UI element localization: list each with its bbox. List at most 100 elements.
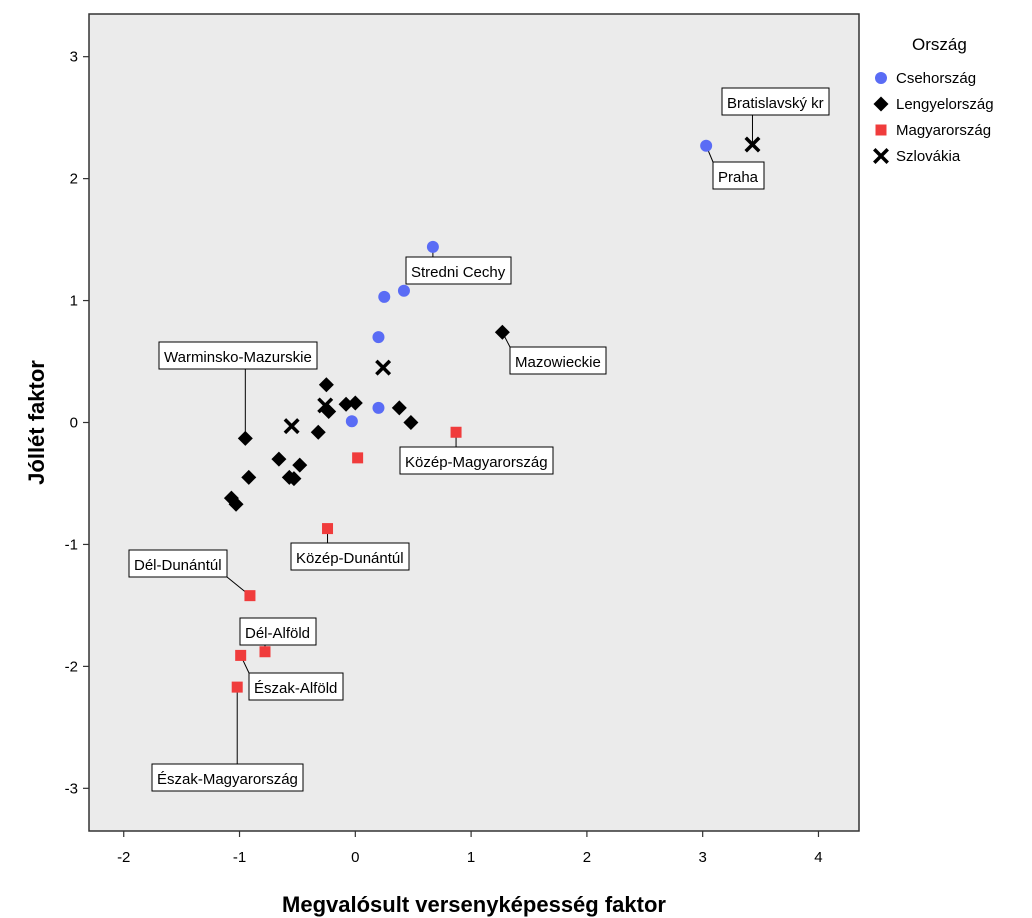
point-label-box xyxy=(399,446,554,475)
legend-label: Csehország xyxy=(896,70,976,87)
data-point xyxy=(372,401,385,414)
point-label-text: Közép-Dunántúl xyxy=(296,550,404,567)
point-label-text: Warminsko-Mazurskie xyxy=(164,349,312,366)
data-point xyxy=(244,590,256,602)
y-tick-label: -2 xyxy=(65,658,78,675)
legend-entry: Szlovákia xyxy=(873,148,961,165)
point-label: Warminsko-Mazurskie xyxy=(158,341,318,439)
x-tick-label: 2 xyxy=(583,849,591,866)
point-label: Közép-Magyarország xyxy=(399,432,554,475)
x-tick-label: 1 xyxy=(467,849,475,866)
data-point xyxy=(271,451,287,467)
legend-marker xyxy=(873,148,889,164)
series-magyarország xyxy=(231,426,462,693)
x-axis-title: Megvalósult versenyképesség faktor xyxy=(282,892,666,917)
data-point xyxy=(391,400,407,416)
series-szlovákia xyxy=(283,136,761,435)
x-tick-label: 0 xyxy=(351,849,359,866)
data-point xyxy=(744,136,761,153)
point-label-box xyxy=(712,161,765,190)
data-point xyxy=(231,681,243,693)
data-point xyxy=(259,646,271,658)
plot-area xyxy=(88,13,860,832)
x-tick-label: -2 xyxy=(117,849,130,866)
annotations: Bratislavský kr Praha Stredni Cechy Mazowie… xyxy=(128,87,830,792)
data-point xyxy=(241,469,257,485)
data-point xyxy=(322,523,334,535)
data-point xyxy=(338,396,354,412)
data-point xyxy=(352,452,364,464)
point-label-text: Mazowieckie xyxy=(515,354,601,371)
point-label-box xyxy=(151,763,304,792)
point-label: Dél-Alföld xyxy=(239,617,317,652)
y-tick-label: 0 xyxy=(70,415,78,432)
point-label-text: Bratislavský kr xyxy=(727,95,824,112)
point-label: Dél-Dunántúl xyxy=(128,549,251,597)
legend-title: Ország xyxy=(912,35,967,54)
data-point xyxy=(318,377,334,393)
y-axis-title: Jóllét faktor xyxy=(24,360,49,485)
y-tick-label: -1 xyxy=(65,536,78,553)
legend-marker xyxy=(875,124,887,136)
point-label-text: Dél-Dunántúl xyxy=(134,557,222,574)
data-point xyxy=(450,426,462,438)
data-point xyxy=(228,496,244,512)
x-tick-label: 4 xyxy=(814,849,822,866)
point-label: Bratislavský kr xyxy=(721,87,830,145)
data-points xyxy=(223,136,761,693)
data-point xyxy=(426,240,439,253)
point-label-box xyxy=(405,256,512,285)
point-label-text: Praha xyxy=(718,169,759,186)
data-point xyxy=(281,469,297,485)
point-label-box xyxy=(239,617,317,646)
legend-marker xyxy=(875,72,887,84)
point-label-text: Közép-Magyarország xyxy=(405,454,548,471)
legend-entry: Csehország xyxy=(875,70,976,87)
point-label-box xyxy=(290,542,410,571)
point-label-box xyxy=(128,549,228,578)
data-point xyxy=(372,331,385,344)
data-point xyxy=(317,397,334,414)
data-point xyxy=(494,324,510,340)
point-label: Stredni Cechy xyxy=(405,246,512,285)
data-point xyxy=(235,649,247,661)
y-tick-label: 1 xyxy=(70,293,78,310)
point-label-box xyxy=(158,341,318,370)
point-label-text: Észak-Magyarország xyxy=(157,771,298,788)
series-lengyelország xyxy=(223,324,510,512)
data-point xyxy=(237,430,253,446)
point-label: Közép-Dunántúl xyxy=(290,528,410,571)
point-label-box xyxy=(248,672,344,701)
data-point xyxy=(292,457,308,473)
data-point xyxy=(310,424,326,440)
legend-label: Szlovákia xyxy=(896,148,961,165)
legend-label: Magyarország xyxy=(896,122,991,139)
data-point xyxy=(403,415,419,430)
data-point xyxy=(375,359,392,376)
data-point xyxy=(378,290,391,303)
point-label-box xyxy=(721,87,830,116)
legend-label: Lengyelország xyxy=(896,96,994,113)
y-tick-label: -3 xyxy=(65,780,78,797)
point-label: Praha xyxy=(705,145,765,190)
legend: Ország Csehország Lengyelország Magyarorszá… xyxy=(873,35,994,165)
data-point xyxy=(283,418,300,435)
legend-entry: Lengyelország xyxy=(873,96,994,113)
data-point xyxy=(397,284,410,297)
x-tick-label: 3 xyxy=(699,849,707,866)
x-tick-label: -1 xyxy=(233,849,246,866)
legend-marker xyxy=(873,96,889,112)
legend-entry: Magyarország xyxy=(875,122,991,139)
y-tick-label: 3 xyxy=(70,49,78,66)
data-point xyxy=(345,415,358,428)
series-csehország xyxy=(345,139,713,428)
y-tick-label: 2 xyxy=(70,171,78,188)
point-label: Észak-Magyarország xyxy=(151,687,304,792)
point-label-text: Stredni Cechy xyxy=(411,264,506,281)
point-label-box xyxy=(509,346,607,375)
point-label-text: Dél-Alföld xyxy=(245,625,310,642)
point-label: Mazowieckie xyxy=(501,332,607,375)
point-label: Észak-Alföld xyxy=(240,655,344,701)
data-point xyxy=(700,139,713,152)
